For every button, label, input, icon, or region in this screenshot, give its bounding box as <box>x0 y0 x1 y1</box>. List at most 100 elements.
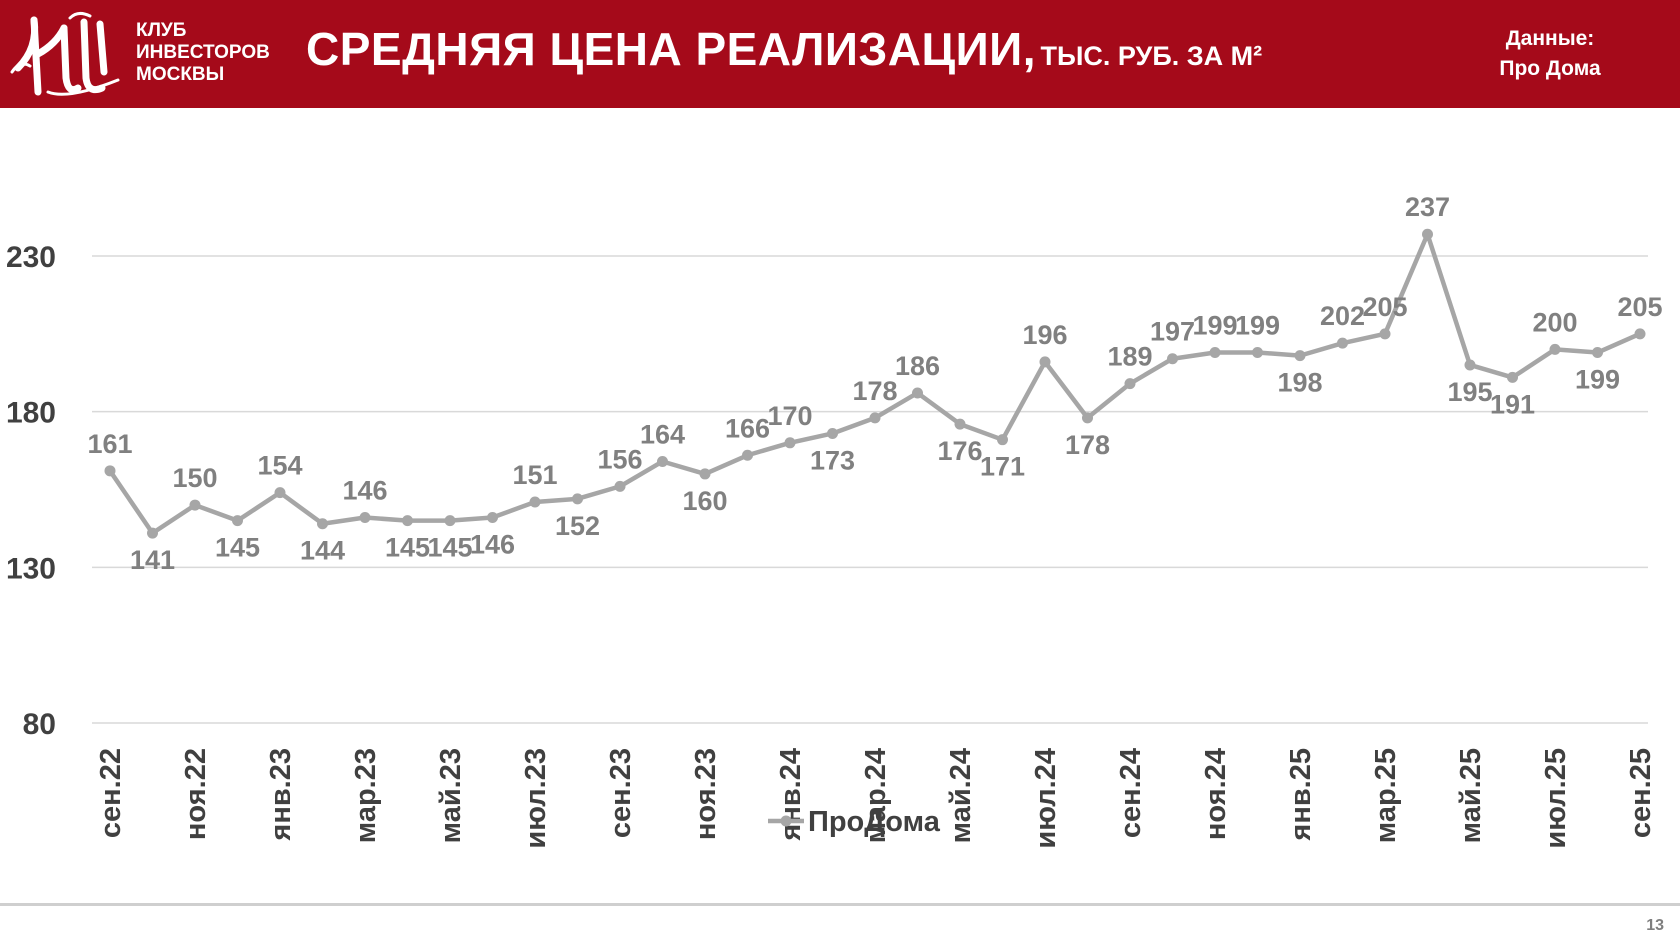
x-tick-label: мар.25 <box>1370 748 1402 843</box>
data-point <box>784 437 796 449</box>
data-point <box>232 515 243 527</box>
data-label: 237 <box>1405 192 1450 222</box>
data-point <box>869 412 881 424</box>
data-label: 146 <box>470 530 515 560</box>
data-label: 199 <box>1575 365 1620 395</box>
x-tick-label: май.25 <box>1455 748 1487 843</box>
data-point <box>1039 356 1051 368</box>
data-point <box>1422 228 1433 240</box>
club-name-line: МОСКВЫ <box>136 64 225 85</box>
x-tick-label: сен.24 <box>1115 748 1147 838</box>
x-tick-label: ноя.23 <box>690 748 722 840</box>
x-tick-label: май.23 <box>435 748 467 843</box>
data-label: 178 <box>1065 430 1110 460</box>
data-point <box>912 387 923 399</box>
data-point <box>1167 353 1178 365</box>
club-name: КЛУБ ИНВЕСТОРОВ МОСКВЫ <box>136 20 270 86</box>
data-point <box>1464 359 1476 371</box>
data-label: 197 <box>1150 317 1195 347</box>
data-point <box>1507 371 1518 383</box>
y-tick-label: 230 <box>6 241 56 274</box>
header-bar: КЛУБ ИНВЕСТОРОВ МОСКВЫ СРЕДНЯЯ ЦЕНА РЕАЛ… <box>0 0 1680 108</box>
data-point <box>742 449 753 461</box>
data-point <box>954 418 966 430</box>
data-label: 150 <box>172 463 217 493</box>
data-point <box>699 468 711 480</box>
x-tick-label: сен.22 <box>95 748 127 838</box>
data-point <box>487 512 498 524</box>
data-point <box>104 465 116 477</box>
data-label: 145 <box>427 533 472 563</box>
x-tick-label: янв.23 <box>265 748 297 842</box>
page-title: СРЕДНЯЯ ЦЕНА РЕАЛИЗАЦИИ, ТЫС. РУБ. ЗА М² <box>306 22 1262 76</box>
data-source-value: Про Дома <box>1499 57 1601 80</box>
data-label: 166 <box>725 413 770 443</box>
data-label: 196 <box>1022 320 1067 350</box>
data-point <box>657 455 668 467</box>
data-label: 161 <box>87 429 132 459</box>
data-label: 164 <box>640 419 685 449</box>
data-label: 189 <box>1107 342 1152 372</box>
page-title-main: СРЕДНЯЯ ЦЕНА РЕАЛИЗАЦИИ, <box>306 23 1037 75</box>
data-point <box>1124 378 1136 390</box>
y-tick-label: 180 <box>6 397 56 430</box>
club-name-line: ИНВЕСТОРОВ <box>136 42 270 63</box>
legend-label: ПроДома <box>808 806 941 838</box>
data-label: 186 <box>895 351 940 381</box>
data-point <box>317 518 328 530</box>
club-name-line: КЛУБ <box>136 20 187 41</box>
page-title-unit: ТЫС. РУБ. ЗА М² <box>1040 41 1263 71</box>
data-label: 146 <box>342 476 387 506</box>
x-tick-label: сен.23 <box>605 748 637 838</box>
data-label: 145 <box>385 533 430 563</box>
x-tick-label: янв.25 <box>1285 748 1317 842</box>
data-label: 199 <box>1192 311 1237 341</box>
data-point <box>1379 328 1391 340</box>
footer-divider <box>0 903 1680 906</box>
x-tick-label: июл.25 <box>1540 748 1572 849</box>
data-label: 191 <box>1490 389 1535 419</box>
x-tick-label: мар.24 <box>860 748 892 843</box>
data-label: 151 <box>512 460 557 490</box>
data-point <box>614 480 626 492</box>
data-label: 154 <box>257 451 302 481</box>
y-tick-label: 80 <box>23 708 56 741</box>
data-point <box>572 493 583 505</box>
data-point <box>1592 347 1603 359</box>
data-point <box>189 499 201 511</box>
club-monogram-logo-icon <box>10 11 120 96</box>
x-tick-label: июл.24 <box>1030 748 1062 849</box>
data-point <box>402 515 413 527</box>
data-label: 144 <box>300 536 345 566</box>
data-point <box>1549 343 1561 355</box>
data-label: 176 <box>937 436 982 466</box>
x-tick-label: июл.23 <box>520 748 552 849</box>
x-tick-label: ноя.24 <box>1200 748 1232 840</box>
data-point <box>529 496 541 508</box>
data-label: 199 <box>1235 311 1280 341</box>
data-label: 170 <box>767 401 812 431</box>
data-label: 160 <box>682 486 727 516</box>
x-tick-label: май.24 <box>945 748 977 843</box>
data-label: 152 <box>555 511 600 541</box>
data-label: 202 <box>1320 301 1365 331</box>
price-line-chart: 80 130 180 230 сен.22 ноя.22 янв.23 мар.23 май.2… <box>6 192 1663 849</box>
data-label: 205 <box>1617 292 1662 322</box>
data-source-label: Данные: <box>1505 27 1595 50</box>
data-point <box>997 434 1008 446</box>
data-point <box>359 512 371 524</box>
data-label: 205 <box>1362 292 1407 322</box>
data-point <box>1252 347 1263 359</box>
data-label: 198 <box>1277 368 1322 398</box>
data-point <box>827 427 838 439</box>
data-label: 178 <box>852 376 897 406</box>
data-point <box>1209 347 1221 359</box>
data-label: 145 <box>215 533 260 563</box>
data-point <box>444 515 456 527</box>
data-label: 200 <box>1532 307 1577 337</box>
data-point <box>1634 328 1646 340</box>
data-label: 195 <box>1447 377 1492 407</box>
data-point <box>1294 350 1306 362</box>
data-label: 156 <box>597 444 642 474</box>
x-tick-label: ноя.22 <box>180 748 212 840</box>
